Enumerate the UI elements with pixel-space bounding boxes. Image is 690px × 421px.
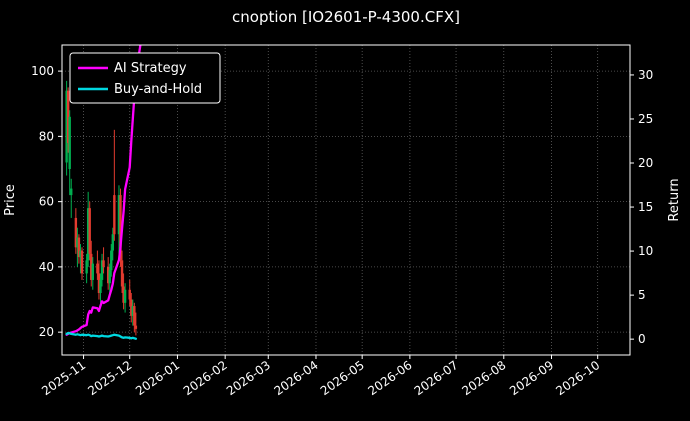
return-tick-label: 10: [638, 244, 653, 258]
x-tick-label: 2026-05: [318, 358, 367, 398]
x-tick-label: 2026-07: [412, 358, 461, 398]
candle-body: [88, 208, 91, 254]
candle-body: [65, 90, 68, 163]
ai-strategy-line: [65, 45, 142, 336]
return-tick-label: 20: [638, 156, 653, 170]
x-tick-label: 2026-01: [133, 358, 182, 398]
candle-body: [122, 286, 125, 303]
return-tick-label: 5: [638, 288, 646, 302]
candle-body: [100, 260, 104, 280]
price-tick-label: 20: [39, 325, 54, 339]
return-tick-label: 25: [638, 112, 653, 126]
return-tick-label: 15: [638, 200, 653, 214]
x-tick-label: 2026-10: [553, 358, 602, 398]
candle-body: [120, 260, 124, 287]
candle-body: [134, 325, 138, 329]
candle-body: [133, 306, 136, 326]
price-axis-label: Price: [3, 184, 18, 216]
candle-body: [80, 250, 84, 274]
candle-body: [90, 253, 93, 280]
candle-body: [66, 90, 70, 143]
candle-body: [119, 195, 122, 261]
x-tick-label: 2025-11: [39, 358, 88, 398]
candle-body: [70, 188, 73, 196]
legend: AI Strategy Buy-and-Hold: [69, 52, 221, 104]
candle-body: [99, 279, 102, 293]
legend-label: Buy-and-Hold: [114, 82, 202, 97]
price-tick-label: 40: [39, 260, 54, 274]
chart-title: cnoption [IO2601-P-4300.CFX]: [232, 8, 460, 26]
candle-body: [106, 266, 110, 284]
return-tick-label: 0: [638, 332, 646, 346]
x-tick-label: 2026-06: [365, 358, 414, 398]
candle-body: [102, 260, 105, 267]
buy-and-hold-line: [65, 331, 138, 340]
candle-body: [79, 250, 82, 258]
candle-body: [91, 263, 94, 280]
candle-body: [117, 195, 121, 235]
candle-body: [130, 299, 133, 316]
candle-body: [76, 237, 79, 248]
candle-body: [96, 263, 99, 274]
price-tick-label: 60: [39, 195, 54, 209]
candlestick-series: [65, 80, 138, 336]
plot-border: [61, 44, 631, 356]
candle-body: [113, 195, 116, 235]
return-axis-label: Return: [667, 178, 682, 221]
candle-body: [77, 237, 81, 258]
candle-body: [111, 234, 114, 251]
x-tick-label: 2026-04: [272, 358, 321, 398]
x-tick-label: 2026-08: [459, 358, 508, 398]
x-tick-label: 2026-03: [224, 358, 273, 398]
x-tick-label: 2025-12: [85, 358, 134, 398]
candle-body: [97, 273, 101, 293]
candle-body: [108, 270, 111, 284]
return-tick-label: 30: [638, 68, 653, 82]
candle-body: [131, 306, 135, 316]
x-tick-label: 2026-02: [181, 358, 230, 398]
legend-box: [69, 52, 221, 104]
price-tick-label: 80: [39, 129, 54, 143]
candle-body: [128, 289, 131, 300]
axis-ticks: 204060801000510152025302025-112025-12202…: [31, 64, 653, 398]
candle-body: [74, 217, 78, 248]
x-tick-label: 2026-09: [507, 358, 556, 398]
price-tick-label: 100: [31, 64, 54, 78]
candle-body: [110, 250, 113, 271]
legend-label: AI Strategy: [114, 61, 187, 76]
candle-body: [123, 289, 127, 303]
line-series: [65, 45, 142, 340]
plot-frame: [61, 44, 631, 356]
candle-body: [86, 208, 90, 261]
candle-body: [85, 260, 88, 274]
candle-body: [68, 116, 71, 169]
